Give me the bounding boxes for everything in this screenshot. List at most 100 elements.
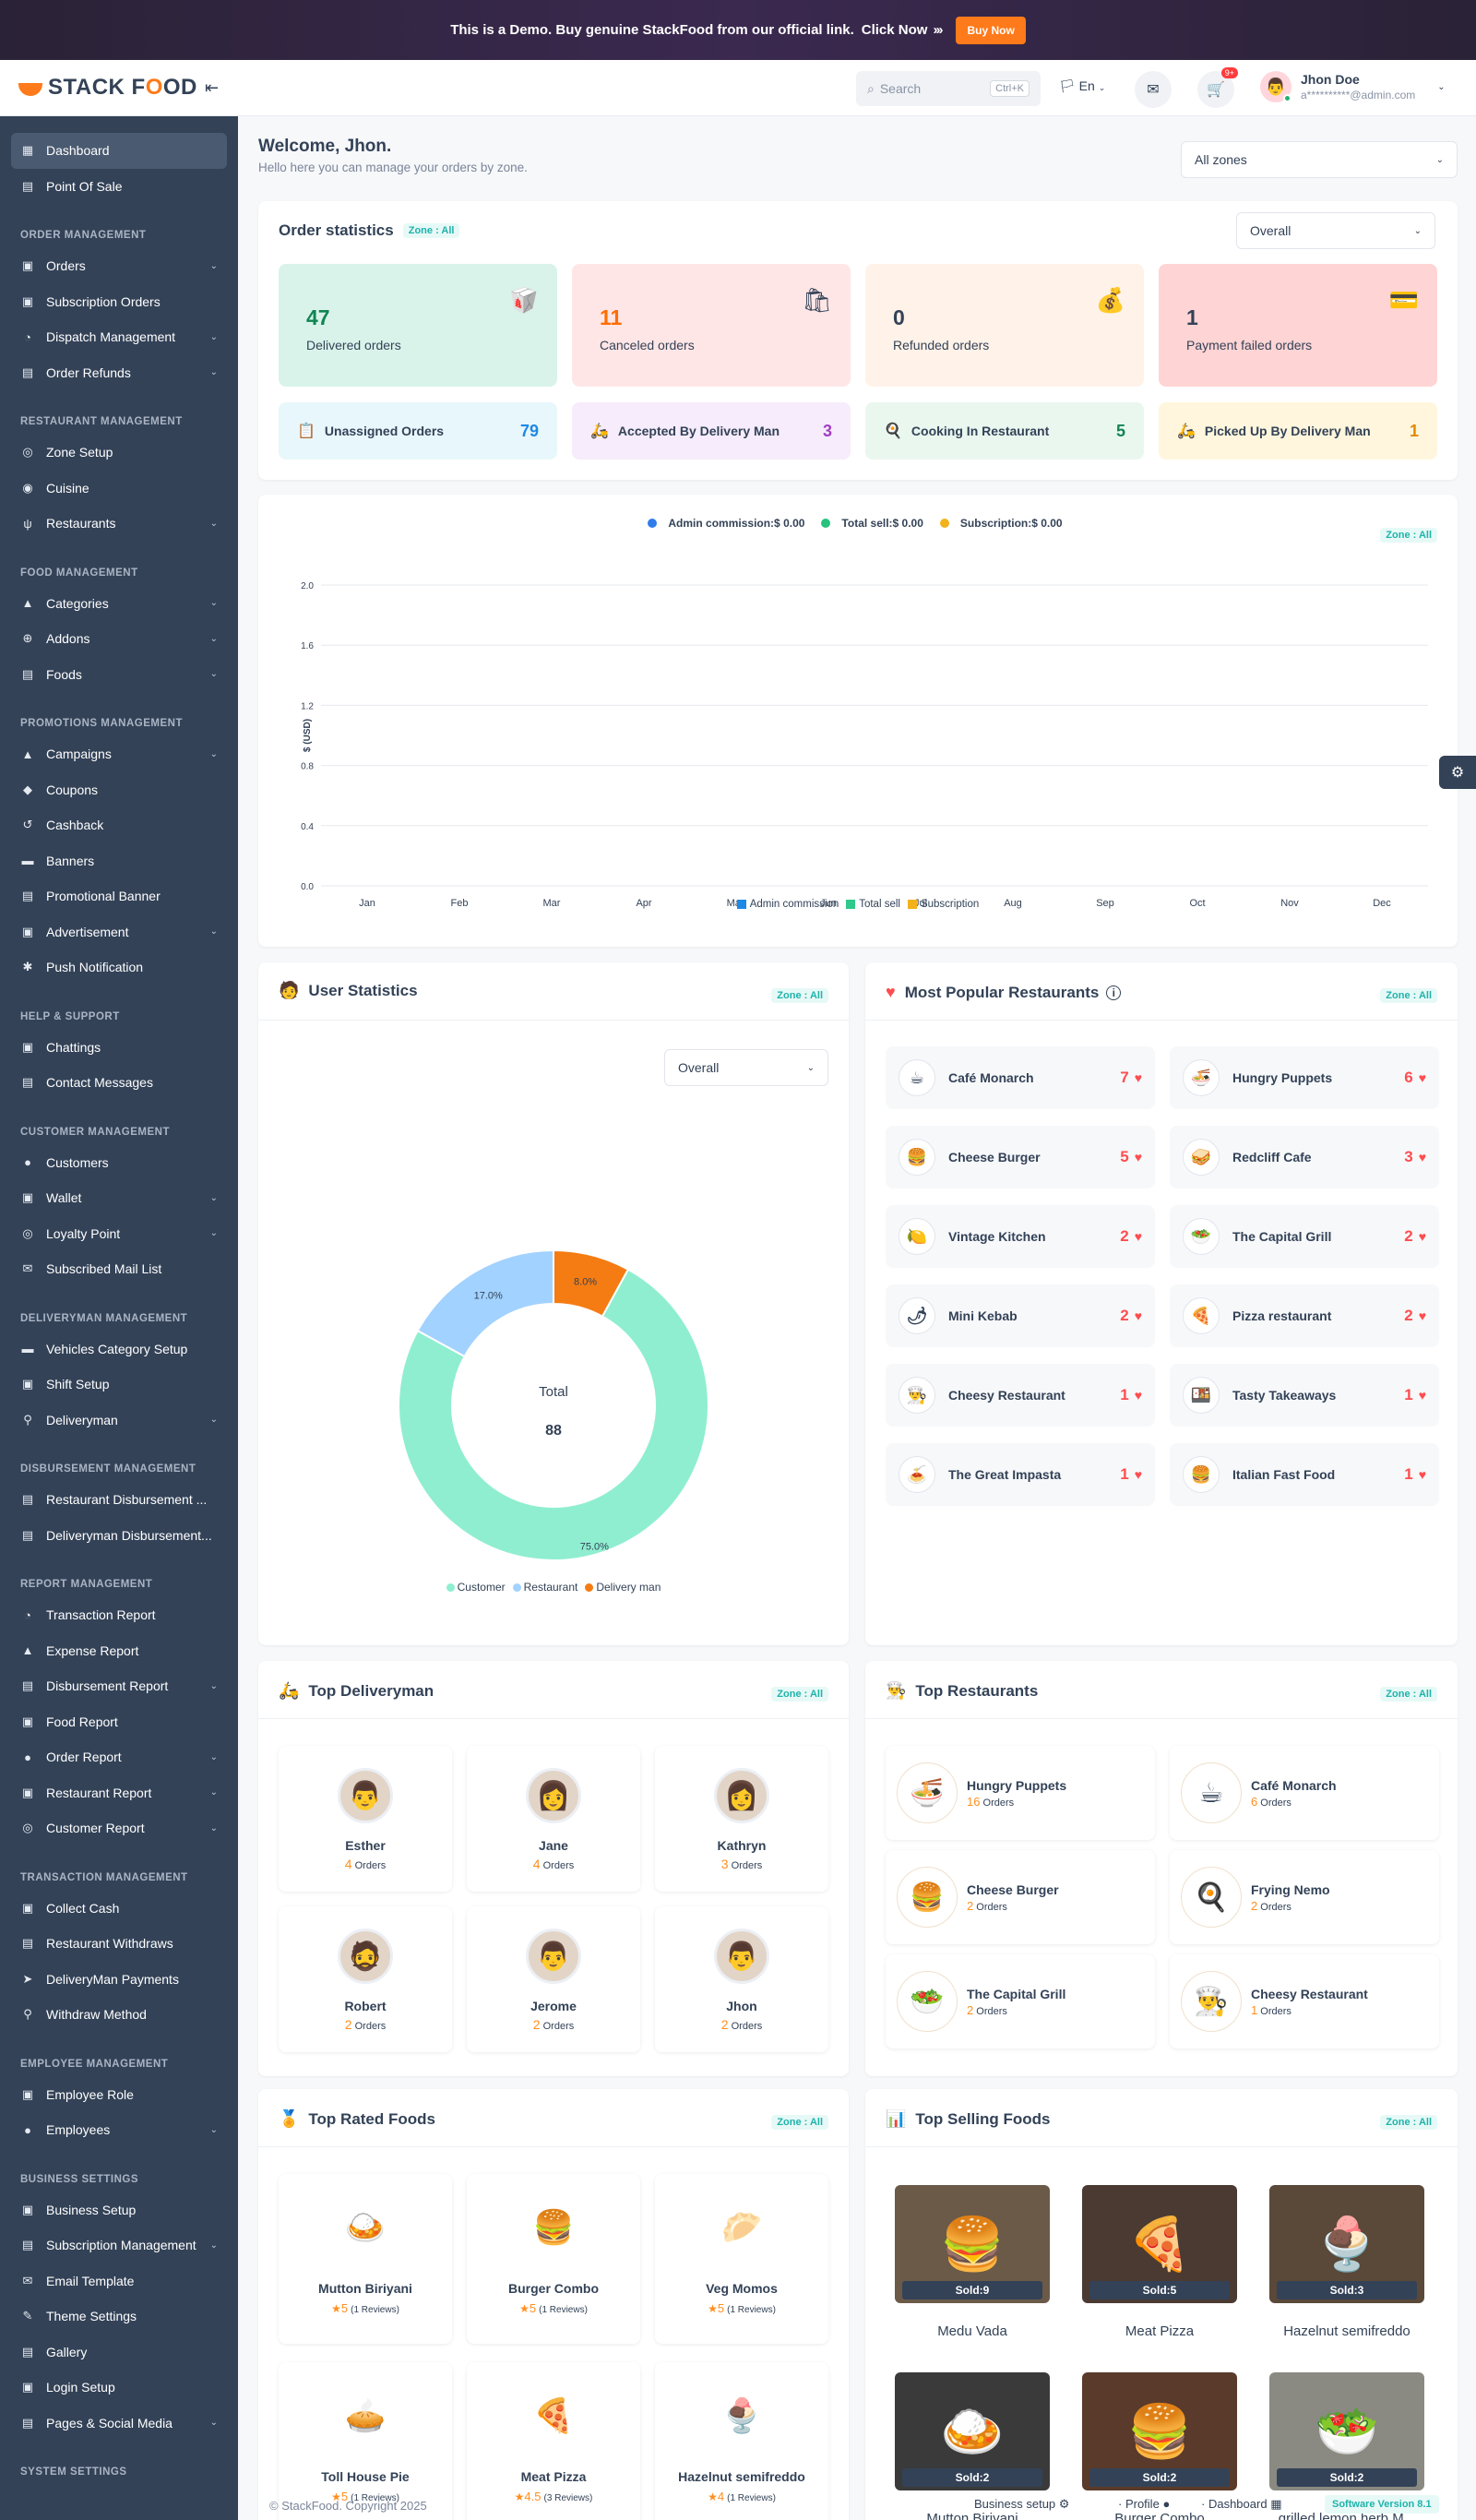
- popular-restaurant-item[interactable]: 🍜 Hungry Puppets 6 ♥: [1170, 1046, 1439, 1109]
- stat-card-canceled-orders[interactable]: 11 Canceled orders 🛍: [572, 264, 851, 387]
- footer-business-link[interactable]: Business setup ⚙: [974, 2497, 1069, 2512]
- sidebar-item-pages-social-media[interactable]: ▤ Pages & Social Media ⌄: [0, 2406, 238, 2442]
- sidebar-item-coupons[interactable]: ◆ Coupons: [0, 772, 238, 808]
- sidebar-item-point-of-sale[interactable]: ▤ Point Of Sale: [0, 169, 238, 205]
- donut-legend-item-delivery-man[interactable]: Delivery man: [585, 1581, 661, 1594]
- sidebar-item-vehicles-category-setup[interactable]: ▬ Vehicles Category Setup: [0, 1332, 238, 1367]
- user-stats-filter[interactable]: Overall ⌄: [664, 1049, 828, 1086]
- rated-food-card[interactable]: 🍕 Meat Pizza ★4.5 (3 Reviews): [467, 2362, 640, 2520]
- legend-bottom-item-2[interactable]: Subscription: [907, 899, 979, 910]
- selling-food-image[interactable]: 🥗 Sold:2: [1269, 2372, 1424, 2490]
- order-stats-filter[interactable]: Overall ⌄: [1236, 212, 1435, 249]
- popular-restaurant-item[interactable]: 🍕 Pizza restaurant 2 ♥: [1170, 1284, 1439, 1347]
- language-select[interactable]: 🏳 En ⌄: [1059, 78, 1105, 94]
- popular-restaurant-item[interactable]: 🥗 The Capital Grill 2 ♥: [1170, 1205, 1439, 1268]
- rated-food-card[interactable]: 🍔 Burger Combo ★5 (1 Reviews): [467, 2174, 640, 2344]
- sidebar-item-cuisine[interactable]: ◉ Cuisine: [0, 471, 238, 507]
- info-icon[interactable]: i: [1106, 985, 1122, 1000]
- sidebar-item-business-setup[interactable]: ▣ Business Setup: [0, 2192, 238, 2228]
- footer-profile-link[interactable]: · Profile ●: [1118, 2497, 1171, 2511]
- sidebar-item-restaurant-disbursement[interactable]: ▤ Restaurant Disbursement ...: [0, 1482, 238, 1518]
- top-restaurant-card[interactable]: ☕ Café Monarch 6 Orders: [1170, 1746, 1439, 1840]
- top-restaurant-card[interactable]: 🍔 Cheese Burger 2 Orders: [886, 1850, 1155, 1944]
- search-input[interactable]: ⌕ Search Ctrl+K: [856, 71, 1041, 106]
- popular-restaurant-item[interactable]: 🍋 Vintage Kitchen 2 ♥: [886, 1205, 1155, 1268]
- sidebar-item-campaigns[interactable]: ▲ Campaigns ⌄: [0, 736, 238, 772]
- top-restaurant-card[interactable]: 👨‍🍳 Cheesy Restaurant 1 Orders: [1170, 1954, 1439, 2048]
- legend-bottom-item-0[interactable]: Admin commission: [736, 899, 839, 910]
- food-name[interactable]: Meat Pizza: [1125, 2323, 1195, 2339]
- sidebar-item-restaurant-report[interactable]: ▣ Restaurant Report ⌄: [0, 1775, 238, 1811]
- deliveryman-card[interactable]: 🧔 Robert 2 Orders: [279, 1906, 452, 2052]
- rated-food-card[interactable]: 🥟 Veg Momos ★5 (1 Reviews): [655, 2174, 828, 2344]
- banner-click-link[interactable]: Click Now: [861, 22, 928, 38]
- sidebar-item-cashback[interactable]: ↺ Cashback: [0, 807, 238, 843]
- sidebar-item-wallet[interactable]: ▣ Wallet ⌄: [0, 1180, 238, 1216]
- food-name[interactable]: Burger Combo: [1114, 2511, 1205, 2520]
- sidebar-item-push-notification[interactable]: ✱ Push Notification: [0, 949, 238, 985]
- sidebar-item-email-template[interactable]: ✉ Email Template: [0, 2263, 238, 2299]
- sidebar-item-deliveryman-disbursement[interactable]: ▤ Deliveryman Disbursement...: [0, 1518, 238, 1554]
- logo[interactable]: STACK F O OD: [18, 75, 197, 101]
- footer-dashboard-link[interactable]: · Dashboard ▦: [1201, 2497, 1282, 2511]
- sidebar-item-gallery[interactable]: ▤ Gallery: [0, 2335, 238, 2371]
- legend-bottom-item-1[interactable]: Total sell: [846, 899, 900, 910]
- buy-now-button[interactable]: Buy Now: [956, 16, 1026, 44]
- top-restaurant-card[interactable]: 🥗 The Capital Grill 2 Orders: [886, 1954, 1155, 2048]
- sidebar-item-dispatch-management[interactable]: ◔ Dispatch Management ⌄: [0, 319, 238, 355]
- popular-restaurant-item[interactable]: 🌶 Mini Kebab 2 ♥: [886, 1284, 1155, 1347]
- selling-food-image[interactable]: 🍕 Sold:5: [1082, 2185, 1237, 2303]
- message-button[interactable]: ✉: [1135, 71, 1172, 108]
- sidebar-item-addons[interactable]: ⊕ Addons ⌄: [0, 621, 238, 657]
- selling-food-image[interactable]: 🍔 Sold:9: [895, 2185, 1050, 2303]
- sidebar-item-subscription-orders[interactable]: ▣ Subscription Orders: [0, 284, 238, 320]
- sidebar-item-banners[interactable]: ▬ Banners: [0, 843, 238, 879]
- sidebar-item-withdraw-method[interactable]: ⚲ Withdraw Method: [0, 1997, 238, 2033]
- sidebar-item-employee-role[interactable]: ▣ Employee Role: [0, 2077, 238, 2113]
- sidebar-item-food-report[interactable]: ▣ Food Report: [0, 1704, 238, 1740]
- sidebar-item-deliveryman-payments[interactable]: ➤ DeliveryMan Payments: [0, 1962, 238, 1998]
- sidebar-item-restaurant-withdraws[interactable]: ▤ Restaurant Withdraws: [0, 1926, 238, 1962]
- mini-card-picked-up-by-delivery-man[interactable]: 🛵 Picked Up By Delivery Man 1: [1159, 402, 1437, 460]
- top-restaurant-card[interactable]: 🍳 Frying Nemo 2 Orders: [1170, 1850, 1439, 1944]
- sidebar-item-restaurants[interactable]: ψ Restaurants ⌄: [0, 506, 238, 542]
- sidebar-item-loyalty-point[interactable]: ◎ Loyalty Point ⌄: [0, 1216, 238, 1252]
- popular-restaurant-item[interactable]: 🍔 Cheese Burger 5 ♥: [886, 1126, 1155, 1188]
- donut-legend-item-customer[interactable]: Customer: [446, 1581, 506, 1594]
- sidebar-item-advertisement[interactable]: ▣ Advertisement ⌄: [0, 914, 238, 950]
- cart-button[interactable]: 🛒 9+: [1197, 67, 1238, 108]
- sidebar-item-order-report[interactable]: ● Order Report ⌄: [0, 1739, 238, 1775]
- top-restaurant-card[interactable]: 🍜 Hungry Puppets 16 Orders: [886, 1746, 1155, 1840]
- donut-legend-item-restaurant[interactable]: Restaurant: [512, 1581, 577, 1594]
- popular-restaurant-item[interactable]: 🍝 The Great Impasta 1 ♥: [886, 1443, 1155, 1506]
- rated-food-card[interactable]: 🍨 Hazelnut semifreddo ★4 (1 Reviews): [655, 2362, 828, 2520]
- deliveryman-card[interactable]: 👨 Jerome 2 Orders: [467, 1906, 640, 2052]
- sidebar-item-contact-messages[interactable]: ▤ Contact Messages: [0, 1065, 238, 1101]
- selling-food-image[interactable]: 🍔 Sold:2: [1082, 2372, 1237, 2490]
- food-name[interactable]: Mutton Biriyani: [926, 2511, 1018, 2520]
- collapse-sidebar-icon[interactable]: ⇤: [205, 78, 220, 97]
- sidebar-item-customers[interactable]: ● Customers: [0, 1145, 238, 1181]
- stat-card-payment-failed-orders[interactable]: 1 Payment failed orders 💳: [1159, 264, 1437, 387]
- user-menu[interactable]: 👨 Jhon Doe a**********@admin.com ⌄: [1260, 71, 1446, 102]
- stat-card-refunded-orders[interactable]: 0 Refunded orders 💰: [865, 264, 1144, 387]
- deliveryman-card[interactable]: 👩 Kathryn 3 Orders: [655, 1746, 828, 1892]
- popular-restaurant-item[interactable]: ☕ Café Monarch 7 ♥: [886, 1046, 1155, 1109]
- food-name[interactable]: Medu Vada: [937, 2323, 1007, 2339]
- deliveryman-card[interactable]: 👨 Jhon 2 Orders: [655, 1906, 828, 2052]
- sidebar-item-deliveryman[interactable]: ⚲ Deliveryman ⌄: [0, 1403, 238, 1439]
- sidebar-item-employees[interactable]: ● Employees ⌄: [0, 2112, 238, 2148]
- selling-food-image[interactable]: 🍨 Sold:3: [1269, 2185, 1424, 2303]
- sidebar-item-dashboard[interactable]: ▦ Dashboard: [11, 133, 227, 169]
- mini-card-unassigned-orders[interactable]: 📋 Unassigned Orders 79: [279, 402, 557, 460]
- sidebar-item-orders[interactable]: ▣ Orders ⌄: [0, 248, 238, 284]
- popular-restaurant-item[interactable]: 🥪 Redcliff Cafe 3 ♥: [1170, 1126, 1439, 1188]
- deliveryman-card[interactable]: 👨 Esther 4 Orders: [279, 1746, 452, 1892]
- popular-restaurant-item[interactable]: 🍱 Tasty Takeaways 1 ♥: [1170, 1364, 1439, 1427]
- sidebar-item-customer-report[interactable]: ◎ Customer Report ⌄: [0, 1810, 238, 1846]
- mini-card-accepted-by-delivery-man[interactable]: 🛵 Accepted By Delivery Man 3: [572, 402, 851, 460]
- popular-restaurant-item[interactable]: 🍔 Italian Fast Food 1 ♥: [1170, 1443, 1439, 1506]
- sidebar-item-categories[interactable]: ▲ Categories ⌄: [0, 586, 238, 622]
- selling-food-image[interactable]: 🍛 Sold:2: [895, 2372, 1050, 2490]
- donut-slice-customer[interactable]: [398, 1268, 709, 1561]
